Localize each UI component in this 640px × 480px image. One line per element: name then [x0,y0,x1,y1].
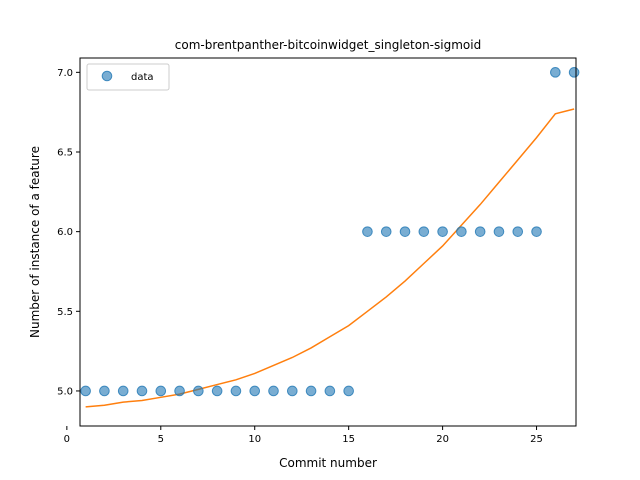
data-point [249,385,261,397]
data-point [230,385,242,397]
x-tick-label: 20 [436,434,449,445]
data-point [136,385,148,397]
data-point [324,385,336,397]
x-tick-label: 10 [248,434,261,445]
y-axis-label: Number of instance of a feature [28,146,42,338]
data-point [174,385,185,397]
data-point [305,385,317,397]
x-tick-label: 25 [530,434,543,445]
legend-box [86,63,170,91]
data-point [80,385,91,397]
legend-marker-data [101,70,113,82]
data-point [380,226,392,237]
x-tick-label: 0 [64,434,70,445]
data-point [155,385,167,397]
data-point [531,226,542,237]
data-point [211,385,223,397]
data-point [493,226,505,237]
y-tick-label: 7.0 [57,68,73,79]
data-point [418,226,430,237]
data-point [343,385,354,397]
x-tick-label: 15 [342,434,355,445]
data-point [568,67,580,78]
data-point [362,226,373,237]
data-point [117,385,129,397]
legend-label-data: data [131,72,154,83]
data-point [268,385,279,397]
data-point [287,385,298,397]
data-point [399,226,411,237]
data-point [437,226,448,237]
data-point [456,226,467,237]
plot-frame [79,57,577,427]
y-tick-label: 5.5 [57,307,73,318]
data-point [550,67,561,78]
plot-area [80,58,576,426]
data-point [99,385,110,397]
y-tick-label: 6.5 [57,147,73,158]
x-tick-label: 5 [158,434,164,445]
data-point [474,226,486,237]
fit-line [85,108,575,408]
y-tick-label: 6.0 [57,227,73,238]
legend: data [86,63,170,91]
data-point [512,226,524,237]
x-axis-label: Commit number [279,456,377,470]
chart-title: com-brentpanther-bitcoinwidget_singleton… [175,38,481,52]
y-tick-label: 5.0 [57,386,73,397]
data-point [193,385,204,397]
